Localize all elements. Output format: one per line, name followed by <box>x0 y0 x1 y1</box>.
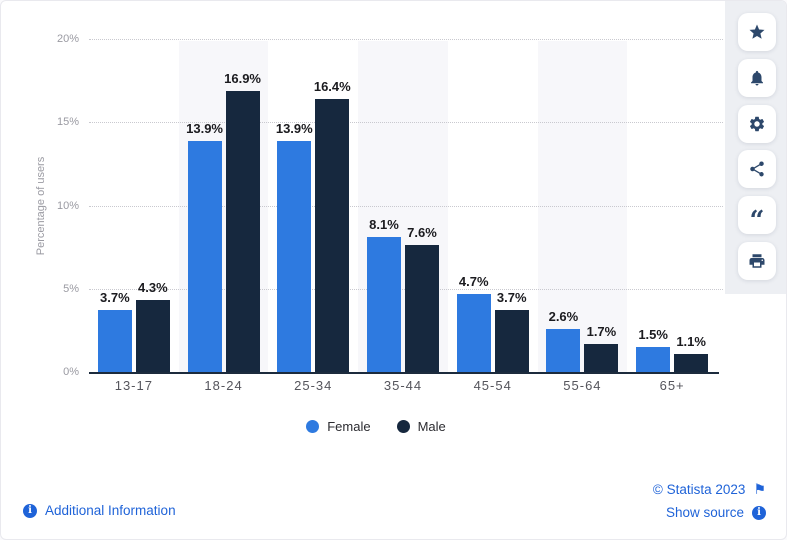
bar-value-label: 4.7% <box>458 273 489 289</box>
cite-quote-button[interactable]: “ <box>738 196 776 234</box>
x-axis-category-label: 55-64 <box>563 378 602 393</box>
column-band <box>537 41 628 372</box>
bar-male-25-34[interactable] <box>315 98 350 372</box>
settings-gear-icon <box>749 116 765 132</box>
info-icon[interactable]: i <box>23 503 37 518</box>
x-axis-category-label: 18-24 <box>204 378 243 393</box>
y-axis-tick-label: 5% <box>63 282 79 295</box>
y-axis-tick-label: 10% <box>56 199 79 212</box>
bar-male-65+[interactable] <box>674 353 709 372</box>
x-axis-category-label: 35-44 <box>383 378 423 393</box>
copyright-row: © Statista 2023 ⚑ <box>653 482 766 497</box>
bar-male-13-17[interactable] <box>135 300 170 372</box>
bar-value-label: 1.5% <box>638 327 668 343</box>
notifications-bell-icon <box>751 70 763 86</box>
gridline <box>89 205 723 207</box>
report-flag-icon[interactable]: ⚑ <box>753 481 766 498</box>
gridline <box>89 39 723 40</box>
y-axis-tick-label: 20% <box>56 33 79 45</box>
chart-legend: Female Male <box>1 419 751 434</box>
legend-label: Male <box>417 419 446 434</box>
bar-value-label: 1.7% <box>586 323 617 339</box>
favorite-star-button[interactable] <box>738 13 776 51</box>
bar-male-18-24[interactable] <box>225 90 260 372</box>
x-axis-category-label: 13-17 <box>114 378 153 393</box>
y-axis-tick-label: 15% <box>56 116 79 129</box>
cite-quote-icon: “ <box>749 206 765 236</box>
show-source-link[interactable]: Show source <box>665 505 744 520</box>
gridline <box>89 122 723 124</box>
legend-dot-icon <box>306 420 320 433</box>
legend-label: Female <box>327 419 371 434</box>
show-source-row[interactable]: Show source i <box>666 505 766 520</box>
legend-item-male[interactable]: Male <box>396 419 446 434</box>
x-axis-category-label: 25-34 <box>294 378 333 393</box>
bar-male-35-44[interactable] <box>405 245 439 372</box>
bar-value-label: 8.1% <box>369 217 399 233</box>
favorite-star-icon <box>749 24 765 39</box>
bar-value-label: 16.9% <box>224 70 261 86</box>
bar-female-55-64[interactable] <box>546 328 581 372</box>
bar-value-label: 16.4% <box>313 78 351 94</box>
print-icon <box>749 254 765 268</box>
bar-male-55-64[interactable] <box>584 343 619 372</box>
bar-female-45-54[interactable] <box>456 293 491 372</box>
bar-value-label: 1.1% <box>676 333 706 349</box>
y-axis-title: Percentage of users <box>35 156 47 256</box>
bar-female-18-24[interactable] <box>187 140 222 372</box>
additional-information-link[interactable]: i Additional Information <box>23 503 176 518</box>
x-axis-line <box>89 372 719 374</box>
bar-female-25-34[interactable] <box>277 140 312 372</box>
bar-value-label: 3.7% <box>100 290 130 306</box>
share-button[interactable] <box>738 150 776 188</box>
additional-information-label[interactable]: Additional Information <box>45 503 176 518</box>
bar-female-65+[interactable] <box>636 347 671 372</box>
bar-value-label: 13.9% <box>275 120 313 136</box>
y-axis-tick-label: 0% <box>63 366 79 378</box>
bar-male-45-54[interactable] <box>494 310 529 372</box>
source-info-icon[interactable]: i <box>752 505 766 520</box>
x-axis-category-label: 65+ <box>659 378 685 393</box>
settings-gear-button[interactable] <box>738 105 776 143</box>
legend-item-female[interactable]: Female <box>306 419 371 434</box>
bar-value-label: 3.7% <box>496 290 527 306</box>
bar-female-13-17[interactable] <box>97 310 132 372</box>
share-icon <box>750 161 764 177</box>
bar-value-label: 7.6% <box>407 225 437 241</box>
bar-value-label: 4.3% <box>138 280 168 296</box>
statista-copyright-link[interactable]: © Statista 2023 <box>652 482 746 497</box>
x-axis-category-label: 45-54 <box>473 378 512 393</box>
legend-dot-icon <box>396 420 410 433</box>
bar-value-label: 2.6% <box>548 308 579 324</box>
bar-value-label: 13.9% <box>186 120 223 136</box>
notifications-bell-button[interactable] <box>738 59 776 97</box>
bar-female-35-44[interactable] <box>367 237 401 372</box>
print-button[interactable] <box>738 242 776 280</box>
